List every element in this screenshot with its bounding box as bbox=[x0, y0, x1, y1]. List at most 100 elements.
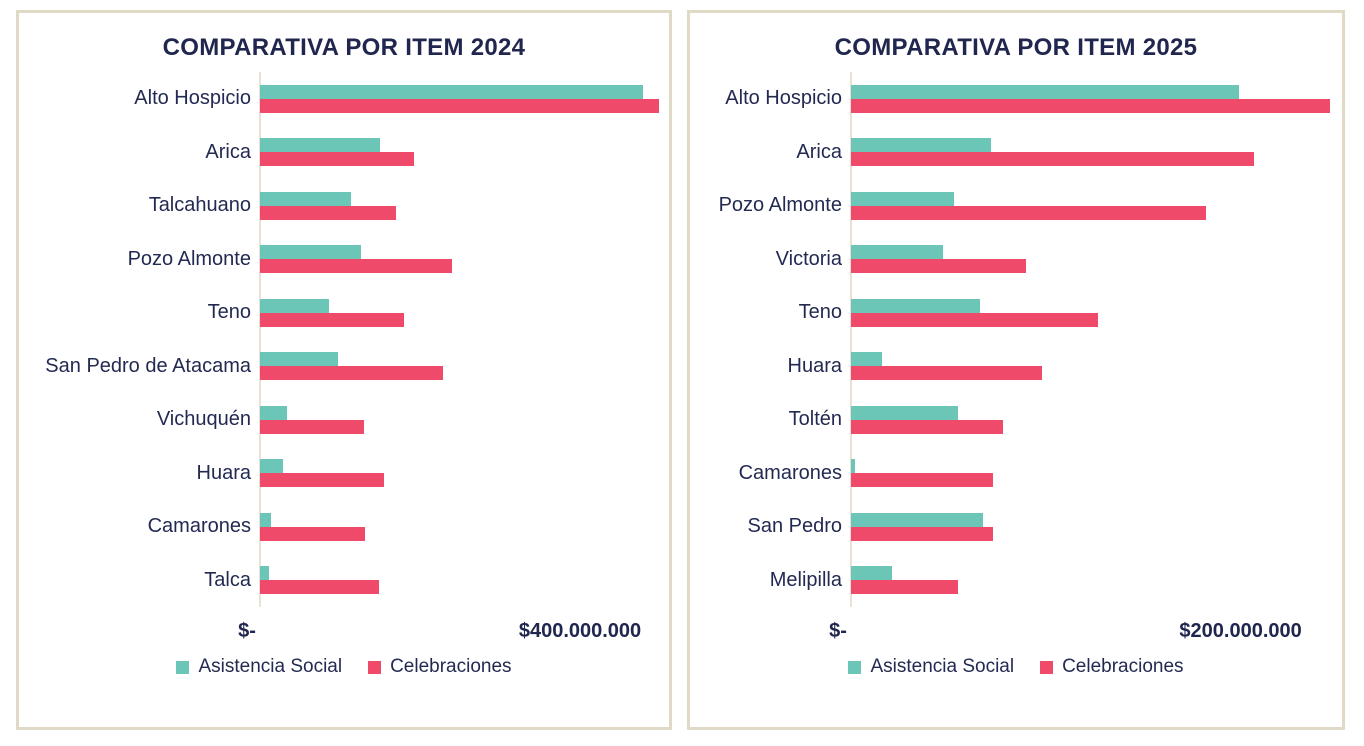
bar-chart-2024: Alto Hospicio Arica Talcahuano Pozo Almonte… bbox=[19, 72, 669, 607]
celebraciones-bar bbox=[260, 419, 364, 434]
category-label: Arica bbox=[205, 140, 251, 163]
legend-label-asistencia-social: Asistencia Social bbox=[198, 656, 343, 677]
celebraciones-bar bbox=[260, 366, 444, 381]
legend-item-asistencia-social: Asistencia Social bbox=[848, 656, 1014, 678]
celebraciones-bar bbox=[260, 580, 380, 595]
category-row: Talcahuano bbox=[19, 179, 660, 233]
category-row: Pozo Almonte bbox=[690, 179, 1338, 233]
bar-chart-2025: Alto Hospicio Arica Pozo Almonte Victoria Te… bbox=[690, 72, 1342, 607]
bar-rows: Alto Hospicio Arica Pozo Almonte Victoria Te… bbox=[690, 72, 1342, 607]
y-axis-line bbox=[259, 72, 261, 607]
category-label: Alto Hospicio bbox=[134, 87, 251, 110]
x-axis: $- $400.000.000 bbox=[238, 620, 660, 648]
legend: Asistencia Social Celebraciones bbox=[690, 656, 1342, 678]
bar-group bbox=[851, 352, 1338, 381]
category-row: Alto Hospicio bbox=[690, 72, 1338, 126]
category-label: Talca bbox=[204, 568, 251, 591]
bar-group bbox=[260, 405, 660, 434]
celebraciones-bar bbox=[851, 98, 1331, 113]
legend-label-asistencia-social: Asistencia Social bbox=[870, 656, 1015, 677]
asistencia-social-bar bbox=[260, 298, 329, 313]
bar-group bbox=[851, 566, 1338, 595]
category-label: Camarones bbox=[738, 461, 842, 484]
x-axis-tick-max: $400.000.000 bbox=[518, 620, 642, 642]
bar-group bbox=[260, 298, 660, 327]
category-row: Camarones bbox=[690, 447, 1338, 501]
celebraciones-bar bbox=[851, 152, 1255, 167]
category-row: Arica bbox=[19, 126, 660, 180]
chart-title-2024: COMPARATIVA POR ITEM 2024 bbox=[162, 34, 526, 61]
celebraciones-bar bbox=[260, 98, 660, 113]
category-label: Melipilla bbox=[769, 568, 842, 591]
x-axis-tick-zero: $- bbox=[238, 620, 256, 642]
bar-group bbox=[260, 245, 660, 274]
category-label: Camarones bbox=[147, 515, 251, 538]
legend-item-celebraciones: Celebraciones bbox=[368, 656, 512, 678]
category-label: Alto Hospicio bbox=[725, 87, 842, 110]
category-row: Huara bbox=[19, 447, 660, 501]
category-label: Teno bbox=[798, 301, 842, 324]
category-row: Alto Hospicio bbox=[19, 72, 660, 126]
category-row: Victoria bbox=[690, 233, 1338, 287]
celebraciones-bar bbox=[260, 259, 452, 274]
category-label: Pozo Almonte bbox=[718, 194, 842, 217]
asistencia-social-bar bbox=[260, 352, 339, 367]
category-row: Talca bbox=[19, 554, 660, 608]
asistencia-social-bar bbox=[260, 245, 361, 260]
celebraciones-bar bbox=[851, 312, 1099, 327]
legend-label-celebraciones: Celebraciones bbox=[1062, 656, 1184, 677]
category-row: Teno bbox=[19, 286, 660, 340]
category-label: Victoria bbox=[775, 247, 842, 270]
category-label: Vichuquén bbox=[156, 408, 251, 431]
category-row: San Pedro bbox=[690, 500, 1338, 554]
category-row: Teno bbox=[690, 286, 1338, 340]
bar-group bbox=[260, 84, 660, 113]
category-label: San Pedro bbox=[747, 515, 842, 538]
legend-item-asistencia-social: Asistencia Social bbox=[176, 656, 342, 678]
bar-group bbox=[260, 566, 660, 595]
asistencia-social-bar bbox=[260, 512, 272, 527]
category-label: Pozo Almonte bbox=[127, 247, 251, 270]
celebraciones-bar bbox=[851, 419, 1003, 434]
legend-item-celebraciones: Celebraciones bbox=[1040, 656, 1184, 678]
asistencia-social-bar bbox=[851, 138, 992, 153]
category-row: Pozo Almonte bbox=[19, 233, 660, 287]
category-label: San Pedro de Atacama bbox=[45, 354, 251, 377]
category-row: San Pedro de Atacama bbox=[19, 340, 660, 394]
category-row: Camarones bbox=[19, 500, 660, 554]
bar-group bbox=[260, 459, 660, 488]
category-row: Vichuquén bbox=[19, 393, 660, 447]
celebraciones-bar bbox=[260, 152, 415, 167]
legend-label-celebraciones: Celebraciones bbox=[390, 656, 512, 677]
bar-group bbox=[851, 459, 1338, 488]
bar-group bbox=[851, 512, 1338, 541]
celebraciones-swatch-icon bbox=[1040, 660, 1054, 674]
asistencia-social-bar bbox=[260, 191, 352, 206]
category-label: Talcahuano bbox=[148, 194, 251, 217]
category-label: Teno bbox=[207, 301, 251, 324]
category-row: Huara bbox=[690, 340, 1338, 394]
bar-group bbox=[851, 138, 1338, 167]
celebraciones-swatch-icon bbox=[368, 660, 382, 674]
celebraciones-bar bbox=[851, 205, 1206, 220]
x-axis-tick-zero: $- bbox=[829, 620, 847, 642]
chart-card-2025: COMPARATIVA POR ITEM 2025 Alto Hospicio A… bbox=[687, 10, 1345, 730]
bar-group bbox=[260, 191, 660, 220]
asistencia-social-bar bbox=[260, 138, 380, 153]
asistencia-social-bar bbox=[851, 298, 980, 313]
asistencia-social-bar bbox=[260, 459, 284, 474]
bar-group bbox=[260, 352, 660, 381]
celebraciones-bar bbox=[260, 473, 384, 488]
category-label: Huara bbox=[787, 354, 842, 377]
asistencia-social-bar bbox=[851, 459, 855, 474]
asistencia-social-bar bbox=[260, 84, 644, 99]
bar-group bbox=[260, 512, 660, 541]
chart-title-2025: COMPARATIVA POR ITEM 2025 bbox=[834, 34, 1198, 61]
bar-group bbox=[851, 405, 1338, 434]
category-row: Melipilla bbox=[690, 554, 1338, 608]
x-axis-tick-max: $200.000.000 bbox=[1179, 620, 1302, 642]
bar-group bbox=[851, 84, 1338, 113]
celebraciones-bar bbox=[851, 366, 1042, 381]
celebraciones-bar bbox=[260, 205, 396, 220]
asistencia-social-swatch-icon bbox=[848, 660, 862, 674]
